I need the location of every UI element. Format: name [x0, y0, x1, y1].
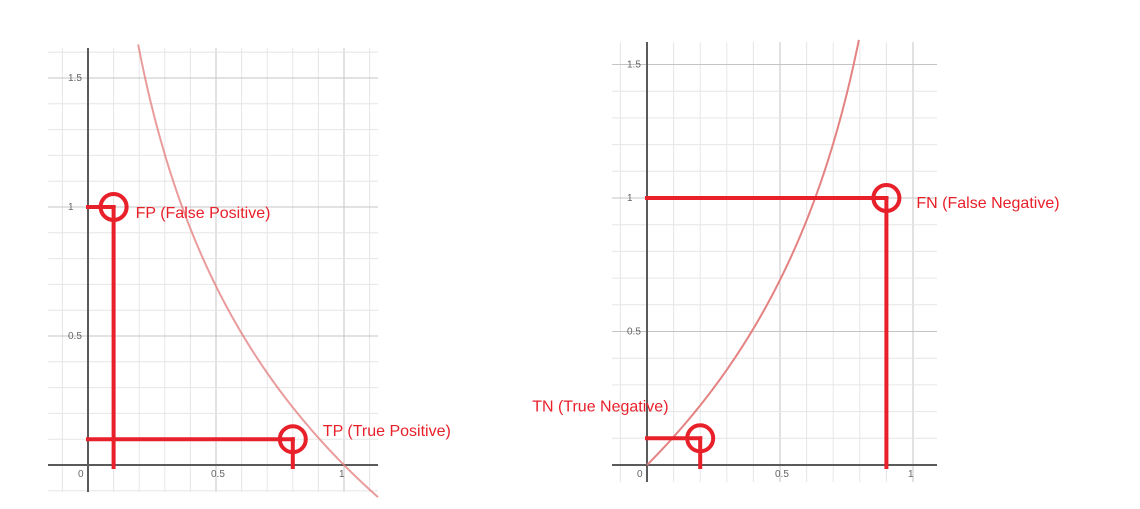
annotation-label: TN (True Negative)	[532, 398, 668, 415]
annotation-secondary: TP (True Positive)	[86, 423, 451, 469]
x-tick-label: 1	[908, 469, 914, 480]
chart-false-positive: 0 0.5 1 0.5 1 1.5 FP (False Positive) TP (True …	[48, 44, 451, 498]
y-tick-label: 0.5	[627, 327, 641, 338]
grid	[48, 48, 378, 492]
grid	[612, 42, 937, 482]
y-tick-label: 1	[627, 193, 633, 204]
x-tick-label: 0	[78, 469, 84, 480]
annotation-primary: FP (False Positive)	[86, 192, 271, 469]
highlight-circle	[277, 424, 308, 455]
x-tick-label: 0.5	[775, 469, 789, 480]
x-tick-label: 1	[339, 469, 345, 480]
y-tick-label: 1.5	[68, 73, 82, 84]
x-tick-label: 0	[637, 469, 643, 480]
chart-false-negative: 0 0.5 1 0.5 1 1.5 FN (False Negative) TN (True …	[532, 39, 1060, 482]
annotation-secondary: TN (True Negative)	[532, 398, 716, 469]
y-tick-label: 1.5	[627, 60, 641, 71]
highlight-circle	[871, 183, 902, 213]
annotation-label: FN (False Negative)	[916, 195, 1059, 212]
highlight-circle	[98, 192, 129, 222]
annotation-label: FP (False Positive)	[136, 205, 271, 222]
annotation-primary: FN (False Negative)	[645, 183, 1060, 469]
x-tick-label: 0.5	[211, 469, 225, 480]
y-tick-label: 0.5	[68, 331, 82, 342]
annotation-label: TP (True Positive)	[323, 423, 451, 440]
y-tick-label: 1	[68, 202, 74, 213]
loss-curve	[646, 39, 860, 466]
loss-curve	[137, 44, 379, 498]
highlight-circle	[685, 423, 716, 454]
